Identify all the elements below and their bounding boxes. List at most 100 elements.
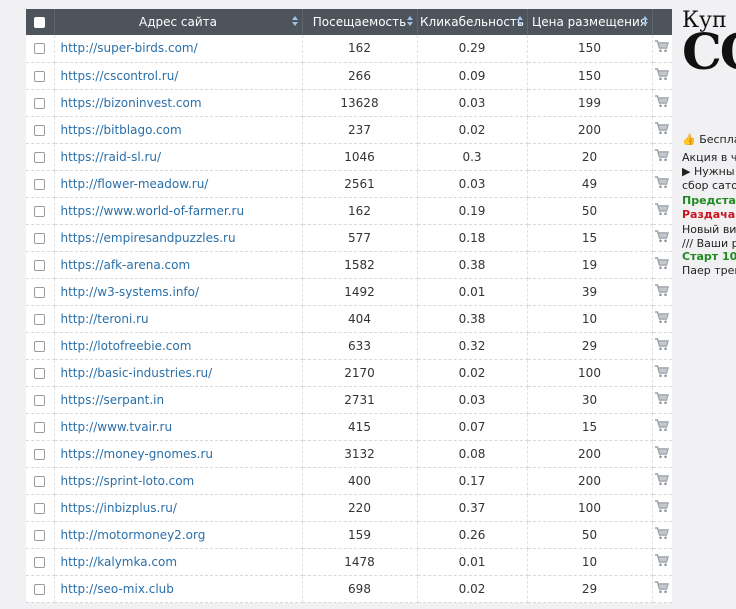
row-checkbox[interactable] [34,151,46,163]
cart-cell [652,386,672,414]
row-checkbox[interactable] [34,448,46,460]
row-select-cell [26,116,55,144]
site-url-link[interactable]: https://cscontrol.ru/ [60,68,179,83]
cart-icon[interactable] [655,391,670,408]
sort-icon[interactable] [291,15,298,29]
cart-icon[interactable] [655,445,670,462]
select-all-checkbox[interactable] [34,17,46,28]
site-url-link[interactable]: https://bizoninvest.com [60,95,202,110]
site-url-link[interactable]: http://w3-systems.info/ [60,284,200,299]
cart-icon[interactable] [655,121,670,138]
cart-icon[interactable] [655,40,670,56]
row-checkbox[interactable] [34,232,46,244]
site-url-link[interactable]: http://lotofreebie.com [60,338,192,353]
site-url-link[interactable]: http://kalymka.com [60,554,178,569]
ctr-cell: 0.03 [417,89,528,117]
site-url-link[interactable]: https://raid-sl.ru/ [60,149,162,164]
row-checkbox[interactable] [34,259,46,271]
row-checkbox[interactable] [34,313,46,325]
site-url-link[interactable]: https://www.world-of-farmer.ru [60,203,245,218]
side-news-line[interactable]: Раздача [682,208,736,221]
side-news-line[interactable]: 👍 Беспла [682,133,736,146]
row-checkbox[interactable] [34,340,46,352]
site-url-cell: https://sprint-loto.com [54,467,303,495]
site-url-link[interactable]: http://www.tvair.ru [60,419,173,434]
header-price[interactable]: Цена размещения [527,9,653,35]
site-url-link[interactable]: http://basic-industries.ru/ [60,365,213,380]
row-checkbox[interactable] [34,286,46,298]
header-ctr[interactable]: Кликабельность [417,9,528,35]
cart-icon[interactable] [655,202,670,219]
sort-icon[interactable] [516,15,523,29]
cart-icon[interactable] [655,499,670,516]
row-checkbox[interactable] [34,205,46,217]
row-checkbox[interactable] [34,97,46,109]
price-cell: 100 [527,494,653,522]
site-url-link[interactable]: https://inbizplus.ru/ [60,500,177,515]
row-checkbox[interactable] [34,43,46,55]
ctr-cell: 0.37 [417,494,528,522]
row-checkbox[interactable] [34,502,46,514]
side-title: Куп [682,8,727,33]
side-news-line[interactable]: Акция в ч [682,151,736,164]
site-url-link[interactable]: https://afk-arena.com [60,257,191,272]
cart-icon[interactable] [655,94,670,111]
sort-icon[interactable] [406,15,413,29]
cart-cell [652,278,672,306]
sort-icon[interactable] [641,15,648,29]
side-news-line[interactable]: Предстар [682,194,736,207]
row-checkbox[interactable] [34,475,46,487]
site-url-link[interactable]: https://money-gnomes.ru [60,446,214,461]
row-checkbox[interactable] [34,583,46,595]
header-site[interactable]: Адрес сайта [54,9,303,35]
side-news-line[interactable]: ▶ Нужны [682,165,735,178]
row-checkbox[interactable] [34,178,46,190]
side-news-line[interactable]: Новый вид [682,223,736,236]
ctr-cell: 0.02 [417,575,528,603]
header-actions [652,9,672,35]
row-checkbox[interactable] [34,529,46,541]
cart-icon[interactable] [655,175,670,192]
cart-icon[interactable] [655,229,670,246]
cart-icon[interactable] [655,256,670,273]
site-url-link[interactable]: http://motormoney2.org [60,527,206,542]
side-news-line[interactable]: Паер треш [682,264,736,277]
site-url-link[interactable]: https://empiresandpuzzles.ru [60,230,236,245]
side-news-line[interactable]: /// Ваши р [682,237,736,250]
side-news-line[interactable]: сбор сатов [682,179,736,192]
cart-cell [652,332,672,360]
site-url-link[interactable]: http://flower-meadow.ru/ [60,176,209,191]
cart-icon[interactable] [655,526,670,543]
visits-cell: 162 [302,35,418,63]
site-url-link[interactable]: https://serpant.in [60,392,165,407]
cart-icon[interactable] [655,418,670,435]
site-url-link[interactable]: http://teroni.ru [60,311,149,326]
site-url-link[interactable]: https://sprint-loto.com [60,473,195,488]
cart-icon[interactable] [655,67,670,84]
row-checkbox[interactable] [34,394,46,406]
visits-cell: 633 [302,332,418,360]
site-url-link[interactable]: http://seo-mix.club [60,581,174,596]
site-url-link[interactable]: https://bitblago.com [60,122,182,137]
cart-icon[interactable] [655,337,670,354]
cart-icon[interactable] [655,310,670,327]
cart-icon[interactable] [655,553,670,570]
row-select-cell [26,251,55,279]
cart-icon[interactable] [655,472,670,489]
row-checkbox[interactable] [34,124,46,136]
site-url-cell: https://money-gnomes.ru [54,440,303,468]
cart-icon[interactable] [655,148,670,165]
header-visits[interactable]: Посещаемость [302,9,418,35]
cart-icon[interactable] [655,364,670,381]
cart-icon[interactable] [655,283,670,300]
cart-cell [652,413,672,441]
row-checkbox[interactable] [34,421,46,433]
row-checkbox[interactable] [34,556,46,568]
cart-icon[interactable] [655,580,670,597]
row-checkbox[interactable] [34,70,46,82]
site-url-link[interactable]: http://super-birds.com/ [60,41,198,56]
cart-cell [652,62,672,90]
ctr-cell: 0.02 [417,116,528,144]
row-checkbox[interactable] [34,367,46,379]
side-news-line[interactable]: Старт 10 [682,250,736,263]
